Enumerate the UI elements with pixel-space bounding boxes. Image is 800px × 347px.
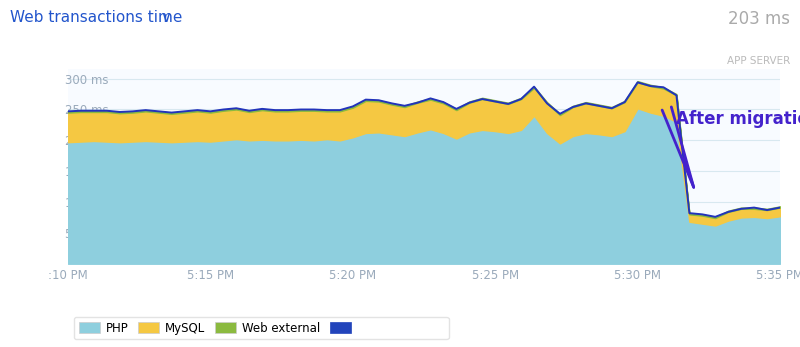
Text: APP SERVER: APP SERVER bbox=[727, 56, 790, 66]
Text: 203 ms: 203 ms bbox=[728, 10, 790, 28]
Text: After migration: After migration bbox=[677, 110, 800, 128]
Text: ∨: ∨ bbox=[156, 10, 172, 25]
Text: Web transactions time: Web transactions time bbox=[10, 10, 182, 25]
Legend: PHP, MySQL, Web external, Response time: PHP, MySQL, Web external, Response time bbox=[74, 317, 449, 339]
